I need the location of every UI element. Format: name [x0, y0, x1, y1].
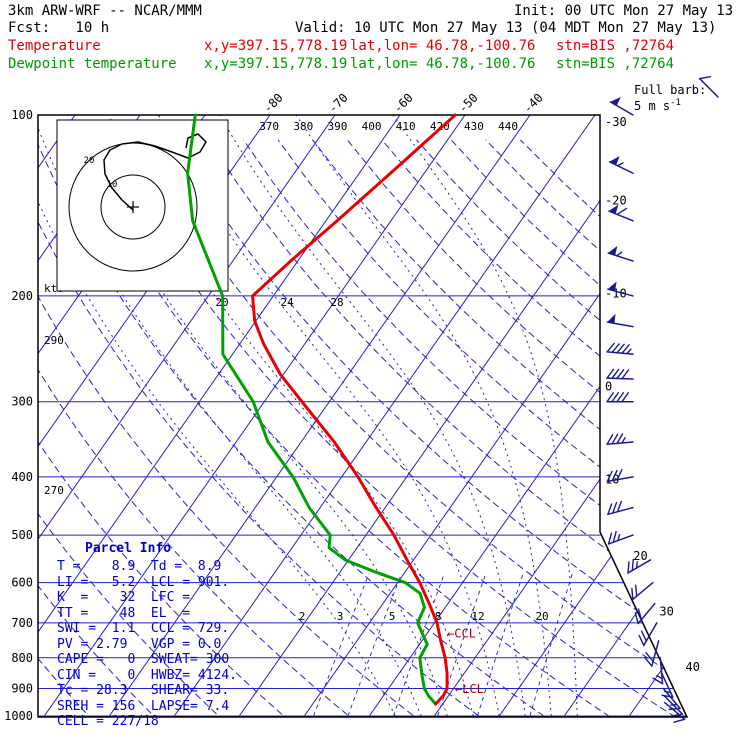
svg-text:-80: -80 [261, 91, 286, 116]
lcl-marker: ←LCL [455, 682, 484, 696]
svg-text:10: 10 [107, 180, 118, 190]
svg-text:20: 20 [633, 549, 647, 563]
svg-text:500: 500 [11, 528, 33, 542]
barb-legend-title: Full barb: [634, 83, 707, 97]
dewpoint-label: Dewpoint temperature [8, 56, 177, 72]
temperature-label: Temperature [8, 38, 101, 54]
svg-text:300: 300 [11, 395, 33, 409]
svg-text:40: 40 [686, 660, 700, 674]
ccl-marker: ←CCL [447, 626, 476, 640]
svg-text:800: 800 [11, 651, 33, 665]
svg-text:370: 370 [259, 120, 279, 133]
svg-text:20: 20 [535, 610, 548, 623]
barb-legend-value: 5 m s [634, 99, 671, 113]
svg-text:3: 3 [337, 610, 344, 623]
svg-text:100: 100 [11, 108, 33, 122]
svg-text:270: 270 [44, 484, 64, 497]
svg-text:290: 290 [44, 334, 64, 347]
svg-text:2: 2 [299, 610, 306, 623]
svg-text:20: 20 [84, 156, 95, 166]
hodograph-trace [103, 133, 207, 211]
svg-text:0: 0 [605, 379, 612, 393]
svg-text:390: 390 [327, 120, 347, 133]
dewpoint-curve [186, 113, 438, 706]
svg-text:-50: -50 [456, 91, 481, 116]
parcel-info-title: Parcel Info [85, 541, 172, 556]
temperature-curve [251, 113, 457, 706]
barb-legend-exponent: -1 [670, 98, 681, 108]
svg-text:28: 28 [330, 296, 343, 309]
init-time: Init: 00 UTC Mon 27 May 13 [514, 3, 734, 19]
svg-text:400: 400 [11, 470, 33, 484]
svg-text:30: 30 [659, 605, 673, 619]
svg-text:24: 24 [280, 296, 294, 309]
svg-text:-20: -20 [605, 194, 627, 208]
model-title: 3km ARW-WRF -- NCAR/MMM [8, 3, 202, 19]
plot-border [37, 114, 689, 718]
temperature-xy: x,y=397.15,778.19 [204, 38, 348, 54]
forecast-hour: Fcst: 10 h [8, 20, 110, 36]
svg-text:400: 400 [362, 120, 382, 133]
svg-text:200: 200 [11, 289, 33, 303]
svg-text:900: 900 [11, 681, 33, 695]
svg-text:380: 380 [293, 120, 313, 133]
temperature-stn: stn=BIS ,72764 [556, 38, 675, 54]
svg-text:-70: -70 [326, 91, 351, 116]
svg-text:-60: -60 [391, 91, 416, 116]
svg-text:12: 12 [471, 610, 484, 623]
svg-text:410: 410 [396, 120, 416, 133]
svg-text:5: 5 [389, 610, 396, 623]
svg-text:430: 430 [464, 120, 484, 133]
svg-text:700: 700 [11, 616, 33, 630]
svg-text:600: 600 [11, 576, 33, 590]
dewpoint-stn: stn=BIS ,72764 [556, 56, 675, 72]
svg-text:1000: 1000 [4, 709, 33, 723]
parcel-info-box: Parcel Info T = 8.9 Td = 8.9 LI = 5.2 LC… [57, 541, 237, 730]
dewpoint-xy: x,y=397.15,778.19 [204, 56, 348, 72]
parcel-info-lines: T = 8.9 Td = 8.9 LI = 5.2 LCL = 901. K =… [57, 559, 238, 729]
svg-text:440: 440 [498, 120, 518, 133]
valid-time: Valid: 10 UTC Mon 27 May 13 (04 MDT Mon … [295, 20, 717, 36]
wind-barbs [606, 76, 719, 723]
svg-text:-30: -30 [605, 115, 627, 129]
dewpoint-latlon: lat,lon= 46.78,-100.76 [350, 56, 536, 72]
svg-text:8: 8 [435, 610, 442, 623]
temperature-latlon: lat,lon= 46.78,-100.76 [350, 38, 536, 54]
hodograph-inset: 10 20 [56, 119, 229, 292]
barb-legend: Full barb: 5 m s-1 [634, 84, 706, 113]
svg-text:-40: -40 [521, 91, 546, 116]
